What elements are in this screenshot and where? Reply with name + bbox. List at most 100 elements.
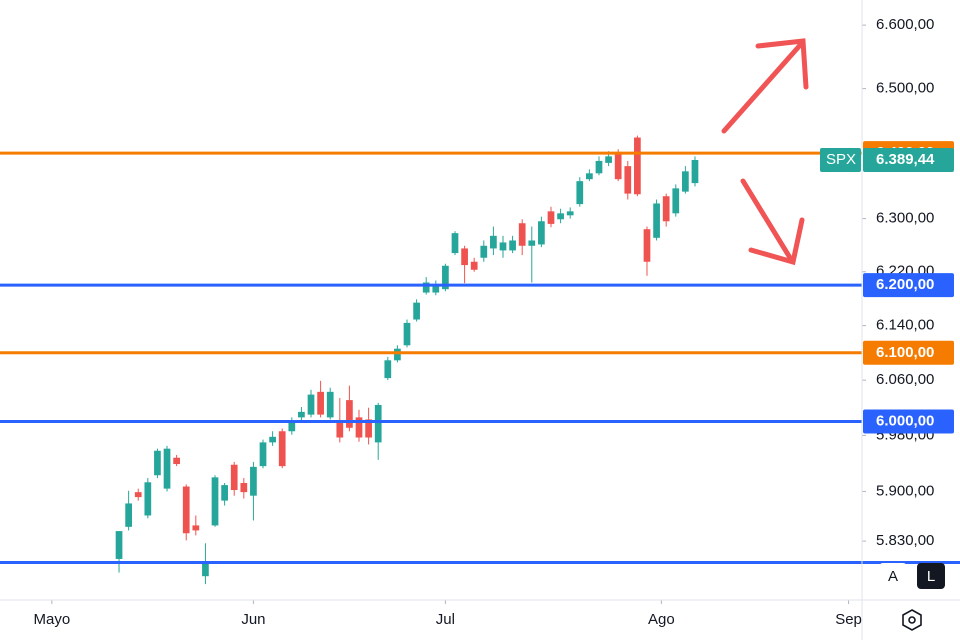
- candle: [490, 226, 497, 256]
- candle-body: [566, 211, 574, 216]
- candle-body: [317, 391, 324, 415]
- axes: 5.830,005.900,005.980,006.060,006.140,00…: [33, 16, 960, 628]
- auto-button-label[interactable]: A: [888, 568, 898, 585]
- candle-body: [413, 302, 420, 320]
- level-tag-label: 6.100,00: [876, 344, 934, 361]
- x-tick-label: Sep: [835, 611, 862, 628]
- candle-body: [355, 417, 363, 438]
- candle-body: [154, 450, 161, 476]
- candle-body: [672, 188, 680, 214]
- candle-body: [336, 422, 344, 438]
- candle-body: [480, 245, 488, 258]
- candle-body: [221, 485, 228, 501]
- candle-body: [586, 173, 593, 180]
- candle-body: [528, 240, 536, 246]
- auto-button[interactable]: [879, 563, 907, 589]
- price-axis-panel: [862, 0, 960, 640]
- y-tick-label: 5.900,00: [876, 482, 934, 499]
- candle: [509, 235, 516, 254]
- candle-body: [682, 171, 689, 192]
- candle: [240, 478, 248, 499]
- candle: [643, 226, 651, 276]
- settings-icon[interactable]: [902, 609, 922, 631]
- arrow-up-head: [755, 38, 809, 90]
- candle-body: [662, 196, 670, 222]
- candle-body: [634, 137, 641, 195]
- candle-body: [134, 492, 142, 498]
- candle: [326, 387, 334, 420]
- candle-body: [211, 477, 219, 526]
- candle-body: [374, 404, 382, 443]
- candle-body: [547, 211, 555, 224]
- symbol-tag: [820, 147, 861, 172]
- candle-body: [384, 360, 392, 379]
- candle: [586, 169, 593, 182]
- arrow-down-head: [748, 217, 805, 266]
- candle: [355, 409, 363, 442]
- candle-body: [115, 531, 123, 559]
- candle-body: [691, 159, 699, 184]
- candle-body: [653, 203, 660, 238]
- candle: [653, 199, 660, 241]
- candle-body: [451, 233, 459, 254]
- log-button[interactable]: [917, 563, 945, 589]
- candle: [480, 240, 488, 262]
- candle-body: [250, 466, 257, 496]
- candle-body: [259, 442, 267, 467]
- candle: [691, 156, 699, 187]
- candle-body: [240, 482, 248, 493]
- level-tag: [863, 340, 954, 365]
- candle-body: [442, 265, 449, 290]
- candle-body: [298, 411, 305, 418]
- candle: [547, 206, 555, 228]
- candle-body: [499, 242, 507, 251]
- candle: [499, 235, 507, 258]
- candle-body: [643, 229, 651, 262]
- candle-body: [432, 284, 440, 293]
- candle: [346, 385, 353, 432]
- y-tick-label: 6.600,00: [876, 16, 934, 33]
- candle-body: [394, 348, 401, 361]
- candle: [173, 454, 180, 467]
- candle-body: [307, 394, 315, 415]
- candle-body: [490, 235, 497, 249]
- candle: [144, 478, 152, 519]
- log-button-label[interactable]: L: [927, 568, 935, 585]
- candle: [298, 407, 305, 422]
- candle: [278, 428, 286, 469]
- scale-buttons: A L: [879, 563, 945, 589]
- last-price-label: 6.389,44: [876, 151, 935, 168]
- candle-body: [192, 525, 200, 531]
- plot-area: [0, 135, 862, 585]
- candle: [634, 135, 641, 197]
- candle-body: [365, 419, 372, 438]
- candle: [576, 177, 584, 207]
- x-tick-label: Ago: [648, 611, 675, 628]
- candle: [662, 193, 670, 227]
- candle: [442, 263, 449, 292]
- candle: [384, 356, 392, 381]
- candle: [211, 475, 219, 527]
- candle-body: [269, 436, 276, 443]
- candle: [451, 231, 459, 256]
- candle: [307, 389, 315, 418]
- candle-body: [461, 248, 468, 266]
- candle: [403, 319, 411, 348]
- candle-body: [422, 282, 430, 293]
- candle: [672, 184, 680, 217]
- candle-body: [125, 503, 132, 527]
- candle-body: [144, 482, 152, 516]
- candle-body: [470, 261, 478, 270]
- x-tick-label: Mayo: [33, 611, 70, 628]
- y-tick-label: 5.830,00: [876, 532, 934, 549]
- candle: [538, 216, 545, 248]
- candle-body: [202, 562, 209, 577]
- candle: [259, 439, 267, 469]
- candle: [125, 490, 132, 531]
- candle: [192, 515, 200, 536]
- candle-body: [182, 486, 190, 534]
- level-tag-label: 6.000,00: [876, 413, 934, 430]
- candle-body: [163, 448, 171, 489]
- y-tick-label: 6.140,00: [876, 317, 934, 334]
